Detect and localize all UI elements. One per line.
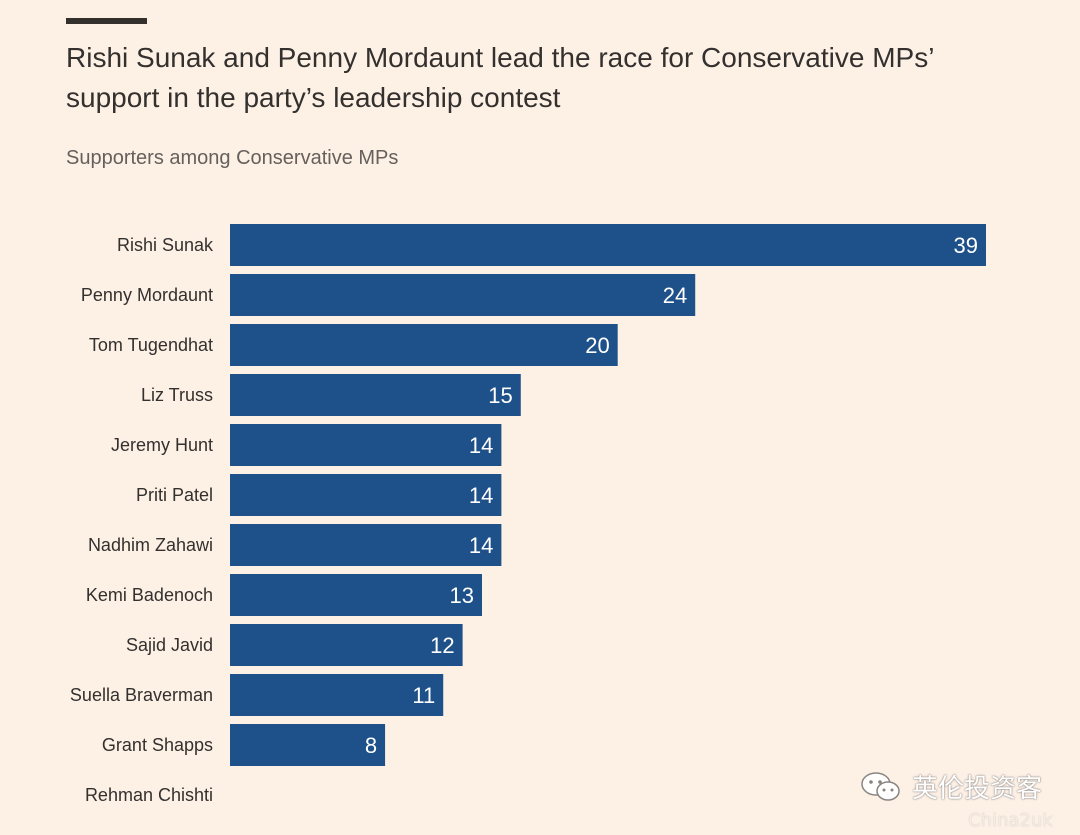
value-label-tom-tugendhat: 20 — [585, 333, 609, 358]
category-label-rehman-chishti: Rehman Chishti — [85, 785, 213, 805]
category-label-priti-patel: Priti Patel — [136, 485, 213, 505]
watermark: 英伦投资客 — [860, 768, 1042, 805]
value-label-priti-patel: 14 — [469, 483, 493, 508]
bar-liz-truss — [230, 374, 521, 416]
category-label-tom-tugendhat: Tom Tugendhat — [89, 335, 213, 355]
wechat-icon — [861, 771, 900, 801]
category-label-rishi-sunak: Rishi Sunak — [117, 235, 214, 255]
category-label-liz-truss: Liz Truss — [141, 385, 213, 405]
value-label-rishi-sunak: 39 — [954, 233, 978, 258]
value-label-grant-shapps: 8 — [365, 733, 377, 758]
bar-kemi-badenoch — [230, 574, 482, 616]
bar-grant-shapps — [230, 724, 386, 766]
value-label-sajid-javid: 12 — [430, 633, 454, 658]
bar-rishi-sunak — [230, 224, 986, 266]
chart-subtitle: Supporters among Conservative MPs — [66, 147, 399, 169]
value-label-liz-truss: 15 — [488, 383, 512, 408]
category-label-penny-mordaunt: Penny Mordaunt — [81, 285, 213, 305]
bar-suella-braverman — [230, 674, 444, 716]
chart-title: Rishi Sunak and Penny Mordaunt lead the … — [66, 42, 934, 113]
category-label-grant-shapps: Grant Shapps — [102, 735, 213, 755]
watermark-text: 英伦投资客 — [912, 774, 1043, 804]
value-label-suella-braverman: 11 — [412, 683, 435, 708]
category-label-kemi-badenoch: Kemi Badenoch — [86, 585, 213, 605]
category-label-sajid-javid: Sajid Javid — [126, 635, 213, 655]
bar-jeremy-hunt — [230, 424, 502, 466]
category-label-suella-braverman: Suella Braverman — [70, 685, 213, 705]
value-label-jeremy-hunt: 14 — [469, 433, 493, 458]
value-label-nadhim-zahawi: 14 — [469, 533, 493, 558]
category-label-jeremy-hunt: Jeremy Hunt — [111, 435, 213, 455]
bar-nadhim-zahawi — [230, 524, 502, 566]
category-label-nadhim-zahawi: Nadhim Zahawi — [88, 535, 213, 555]
value-label-penny-mordaunt: 24 — [663, 283, 687, 308]
watermark-small-text: China2uk — [968, 810, 1053, 831]
bar-sajid-javid — [230, 624, 463, 666]
bar-penny-mordaunt — [230, 274, 696, 316]
bar-tom-tugendhat — [230, 324, 618, 366]
top-rule — [66, 18, 147, 24]
bar-priti-patel — [230, 474, 502, 516]
value-label-kemi-badenoch: 13 — [450, 583, 474, 608]
